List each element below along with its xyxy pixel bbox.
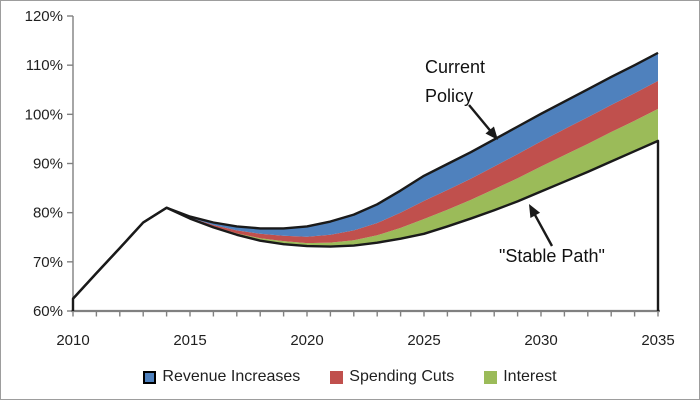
y-axis-label: 100% (25, 106, 63, 123)
x-axis-label: 2025 (407, 332, 440, 349)
x-axis-label: 2010 (56, 332, 89, 349)
stable-path-arrow-head (529, 204, 541, 219)
chart-legend: Revenue Increases Spending Cuts Interest (1, 368, 699, 386)
stable-path-annotation: "Stable Path" (499, 242, 605, 271)
current-policy-arrow-shaft (468, 104, 493, 134)
stable-path-annotation-text: "Stable Path" (499, 246, 605, 266)
x-axis-label: 2030 (524, 332, 557, 349)
legend-label: Revenue Increases (162, 368, 301, 385)
stable-path-arrow (529, 204, 554, 247)
legend-swatch-icon (484, 370, 498, 384)
current-policy-annotation: Current Policy (425, 53, 485, 111)
current-policy-line (72, 51, 659, 300)
legend-item-interest: Interest (484, 368, 557, 386)
legend-item-spending-cuts: Spending Cuts (330, 368, 454, 386)
current-policy-arrow (468, 104, 498, 140)
y-axis-label: 120% (25, 8, 63, 25)
legend-label: Interest (503, 368, 557, 385)
current-policy-annotation-line1: Current (425, 57, 486, 77)
legend-item-revenue-increases: Revenue Increases (143, 368, 300, 386)
y-axis-label: 110% (26, 57, 63, 74)
x-axis-label: 2020 (290, 332, 323, 349)
legend-label: Spending Cuts (349, 368, 455, 385)
y-axis-label: 60% (33, 303, 63, 320)
legend-swatch-icon (330, 370, 344, 384)
stable-path-arrow-shaft (532, 212, 554, 247)
current-policy-arrow-head (485, 126, 498, 140)
legend-swatch-icon (143, 370, 157, 384)
x-axis-label: 2015 (173, 332, 206, 349)
current-policy-annotation-line2: Policy (425, 86, 474, 106)
x-axis-label: 2035 (641, 332, 674, 349)
y-axis-label: 80% (33, 205, 63, 222)
y-axis-label: 90% (33, 156, 63, 173)
y-axis-label: 70% (33, 254, 63, 271)
